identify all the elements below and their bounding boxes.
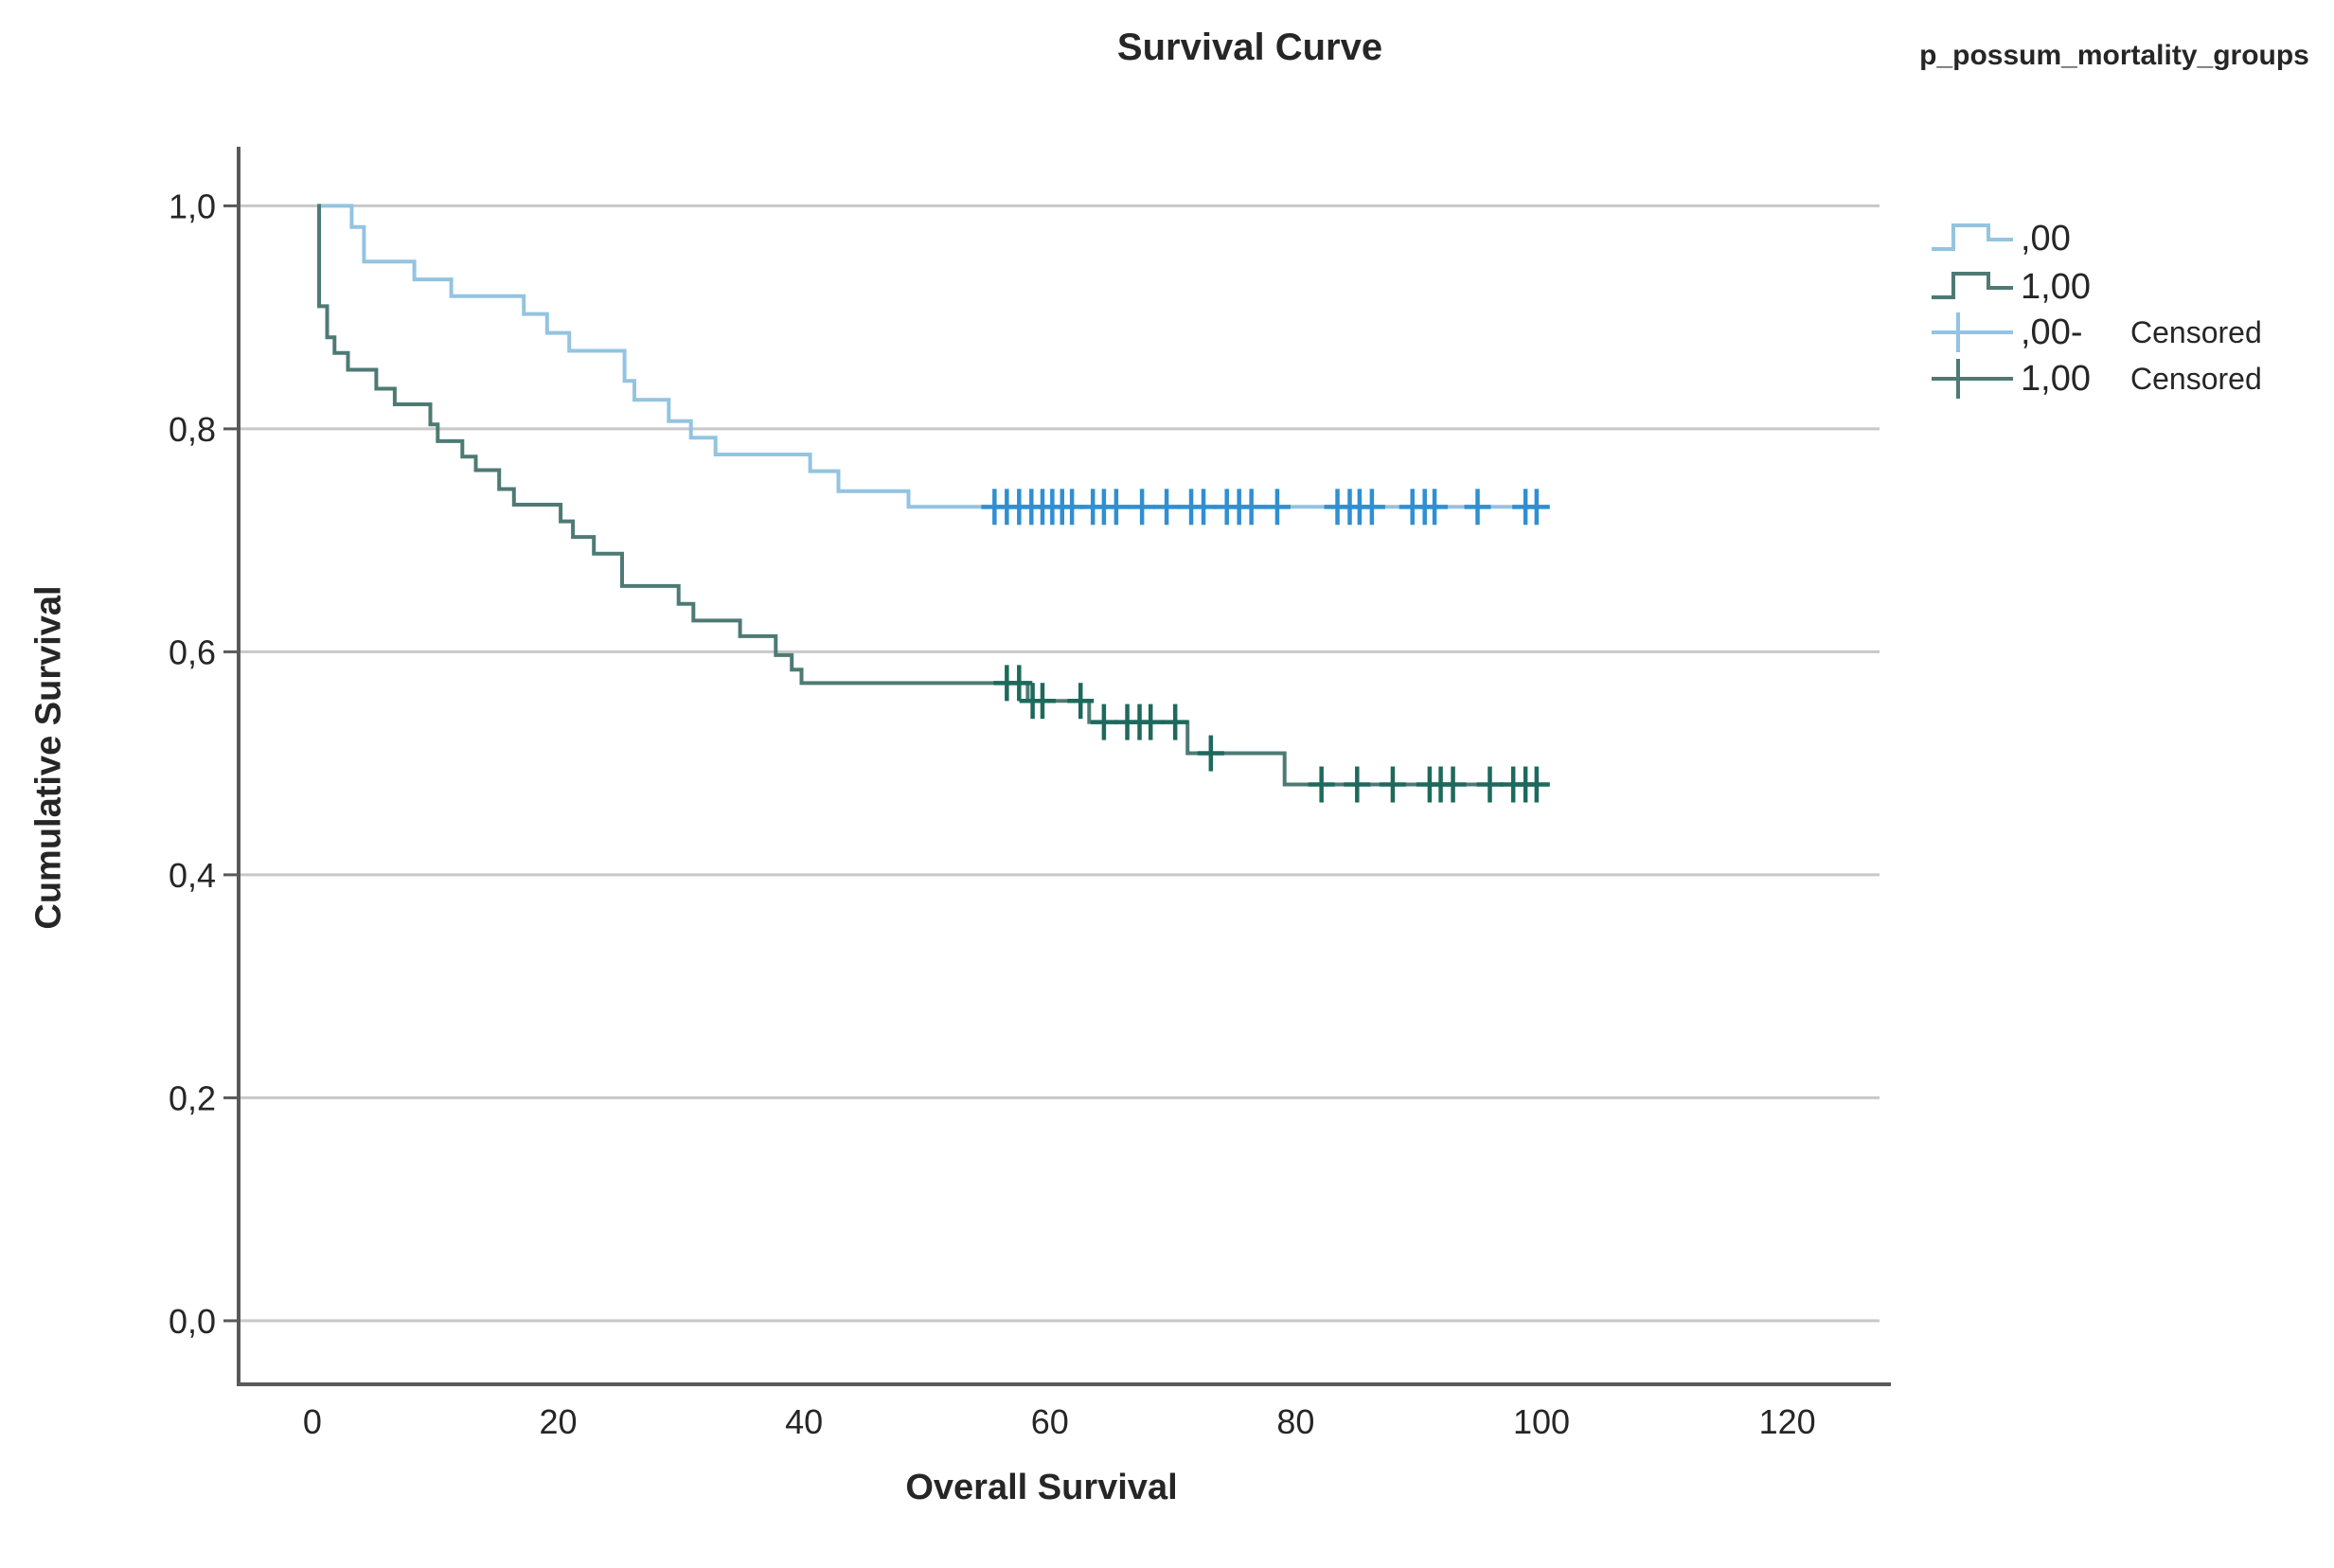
x-tick-label: 100: [1513, 1402, 1570, 1441]
step-line-icon: [1932, 272, 2013, 299]
x-tick-label: 40: [785, 1402, 823, 1441]
x-tick-label: 0: [303, 1402, 322, 1441]
y-tick-label: 0,0: [169, 1302, 216, 1341]
legend-item-group-100-censored: 1,00 Censored: [1930, 354, 2333, 403]
y-axis-tick-marks: [223, 204, 239, 1323]
x-tick-label: 60: [1031, 1402, 1069, 1441]
horizontal-gridlines: [239, 204, 1880, 1323]
y-tick-label: 0,8: [169, 410, 216, 449]
legend-item-group-00-censored: ,00- Censored: [1930, 308, 2333, 357]
x-tick-labels: 0 20 40 60 80 100 120: [303, 1402, 1816, 1441]
legend-item-suffix: Censored: [2130, 361, 2262, 396]
series-0-censor-marks: [981, 489, 1550, 526]
series-0-curve: [317, 204, 1548, 509]
series-1-censor-marks: [993, 665, 1550, 803]
chart-title: Survival Curve: [1116, 27, 1383, 68]
censored-plus-icon: [1932, 312, 2013, 352]
legend-item-label: ,00-: [2021, 312, 2083, 352]
x-tick-label: 80: [1276, 1402, 1314, 1441]
y-tick-label: 0,4: [169, 856, 216, 895]
legend-item-suffix: Censored: [2130, 314, 2262, 349]
x-tick-label: 120: [1759, 1402, 1816, 1441]
y-axis-label: Cumulative Survival: [28, 585, 69, 930]
legend-item-label: ,00: [2021, 218, 2071, 258]
step-line-icon: [1932, 223, 2013, 251]
censored-plus-icon: [1932, 359, 2013, 399]
y-tick-label: 1,0: [169, 187, 216, 225]
series-1-step-line: [317, 204, 1548, 787]
legend-item-label: 1,00: [2021, 358, 2091, 399]
legend-title: p_possum_mortality_groups: [1919, 40, 2309, 71]
series-1-curve: [317, 204, 1548, 787]
x-axis-label: Overall Survival: [905, 1468, 1178, 1507]
y-tick-labels: 0,0 0,2 0,4 0,6 0,8 1,0: [169, 187, 216, 1340]
axis-spines: [237, 147, 1891, 1386]
legend-item-label: 1,00: [2021, 266, 2091, 307]
legend-item-group-100: 1,00: [1930, 262, 2333, 312]
y-tick-label: 0,2: [169, 1078, 216, 1117]
x-tick-label: 20: [539, 1402, 577, 1441]
series-0-step-line: [317, 204, 1548, 509]
legend-item-group-00: ,00: [1930, 214, 2333, 263]
y-tick-label: 0,6: [169, 633, 216, 671]
